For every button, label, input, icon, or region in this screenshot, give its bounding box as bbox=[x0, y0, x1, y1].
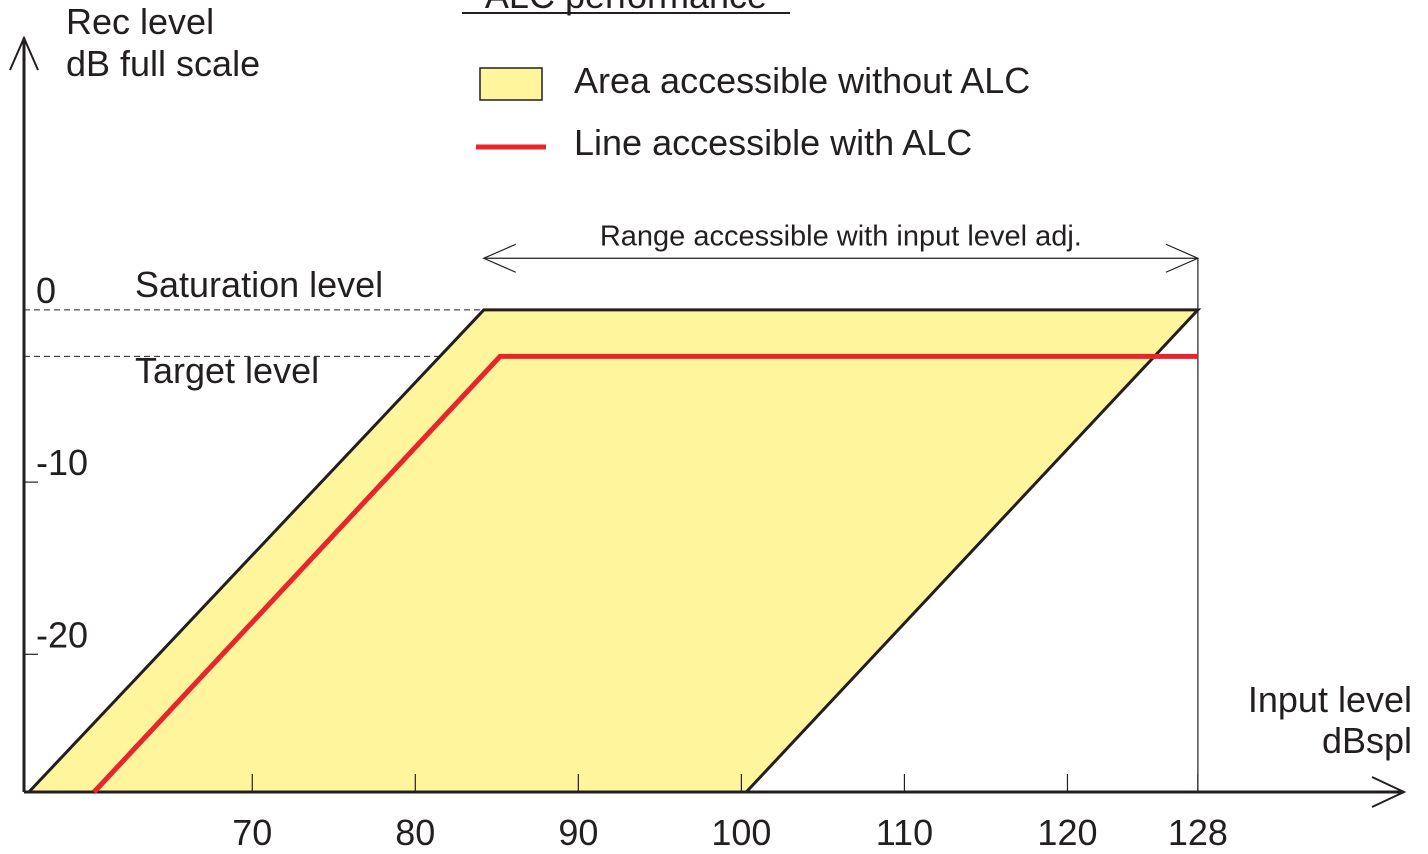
x-axis-label-line2: dBspl bbox=[1322, 720, 1412, 761]
x-tick-label-80: 80 bbox=[395, 812, 435, 853]
saturation-level-label: Saturation level bbox=[135, 264, 383, 305]
y-tick-label-0: 0 bbox=[36, 270, 56, 311]
range-arrow-left-head bbox=[482, 243, 517, 273]
y-axis-label-line1: Rec level bbox=[66, 1, 214, 42]
axes-group bbox=[9, 35, 1407, 808]
x-tick-label-120: 120 bbox=[1037, 812, 1097, 853]
y-tick-label--20: -20 bbox=[36, 614, 88, 655]
x-axis-label-line1: Input level bbox=[1248, 679, 1412, 720]
x-tick-label-100: 100 bbox=[711, 812, 771, 853]
alc-line-group bbox=[92, 353, 1198, 794]
range-annotation-label: Range accessible with input level adj. bbox=[600, 220, 1082, 252]
x-tick-label-128: 128 bbox=[1168, 812, 1228, 853]
x-tick-label-110: 110 bbox=[876, 812, 933, 853]
legend-area-label: Area accessible without ALC bbox=[574, 60, 1030, 101]
line-accessible-with-alc bbox=[92, 353, 1198, 794]
x-tick-label-70: 70 bbox=[232, 812, 272, 853]
y-axis-label-line2: dB full scale bbox=[66, 43, 260, 84]
range-arrow-right-head bbox=[1165, 243, 1200, 273]
y-tick-label--10: -10 bbox=[36, 442, 88, 483]
legend-area-swatch bbox=[479, 67, 543, 101]
y-axis-arrowhead bbox=[9, 35, 39, 71]
x-tick-label-90: 90 bbox=[558, 812, 598, 853]
reference-lines-group bbox=[24, 258, 1199, 792]
x-axis-arrowhead bbox=[1371, 776, 1407, 808]
target-level-label: Target level bbox=[135, 350, 319, 391]
legend-line-label: Line accessible with ALC bbox=[574, 122, 972, 163]
